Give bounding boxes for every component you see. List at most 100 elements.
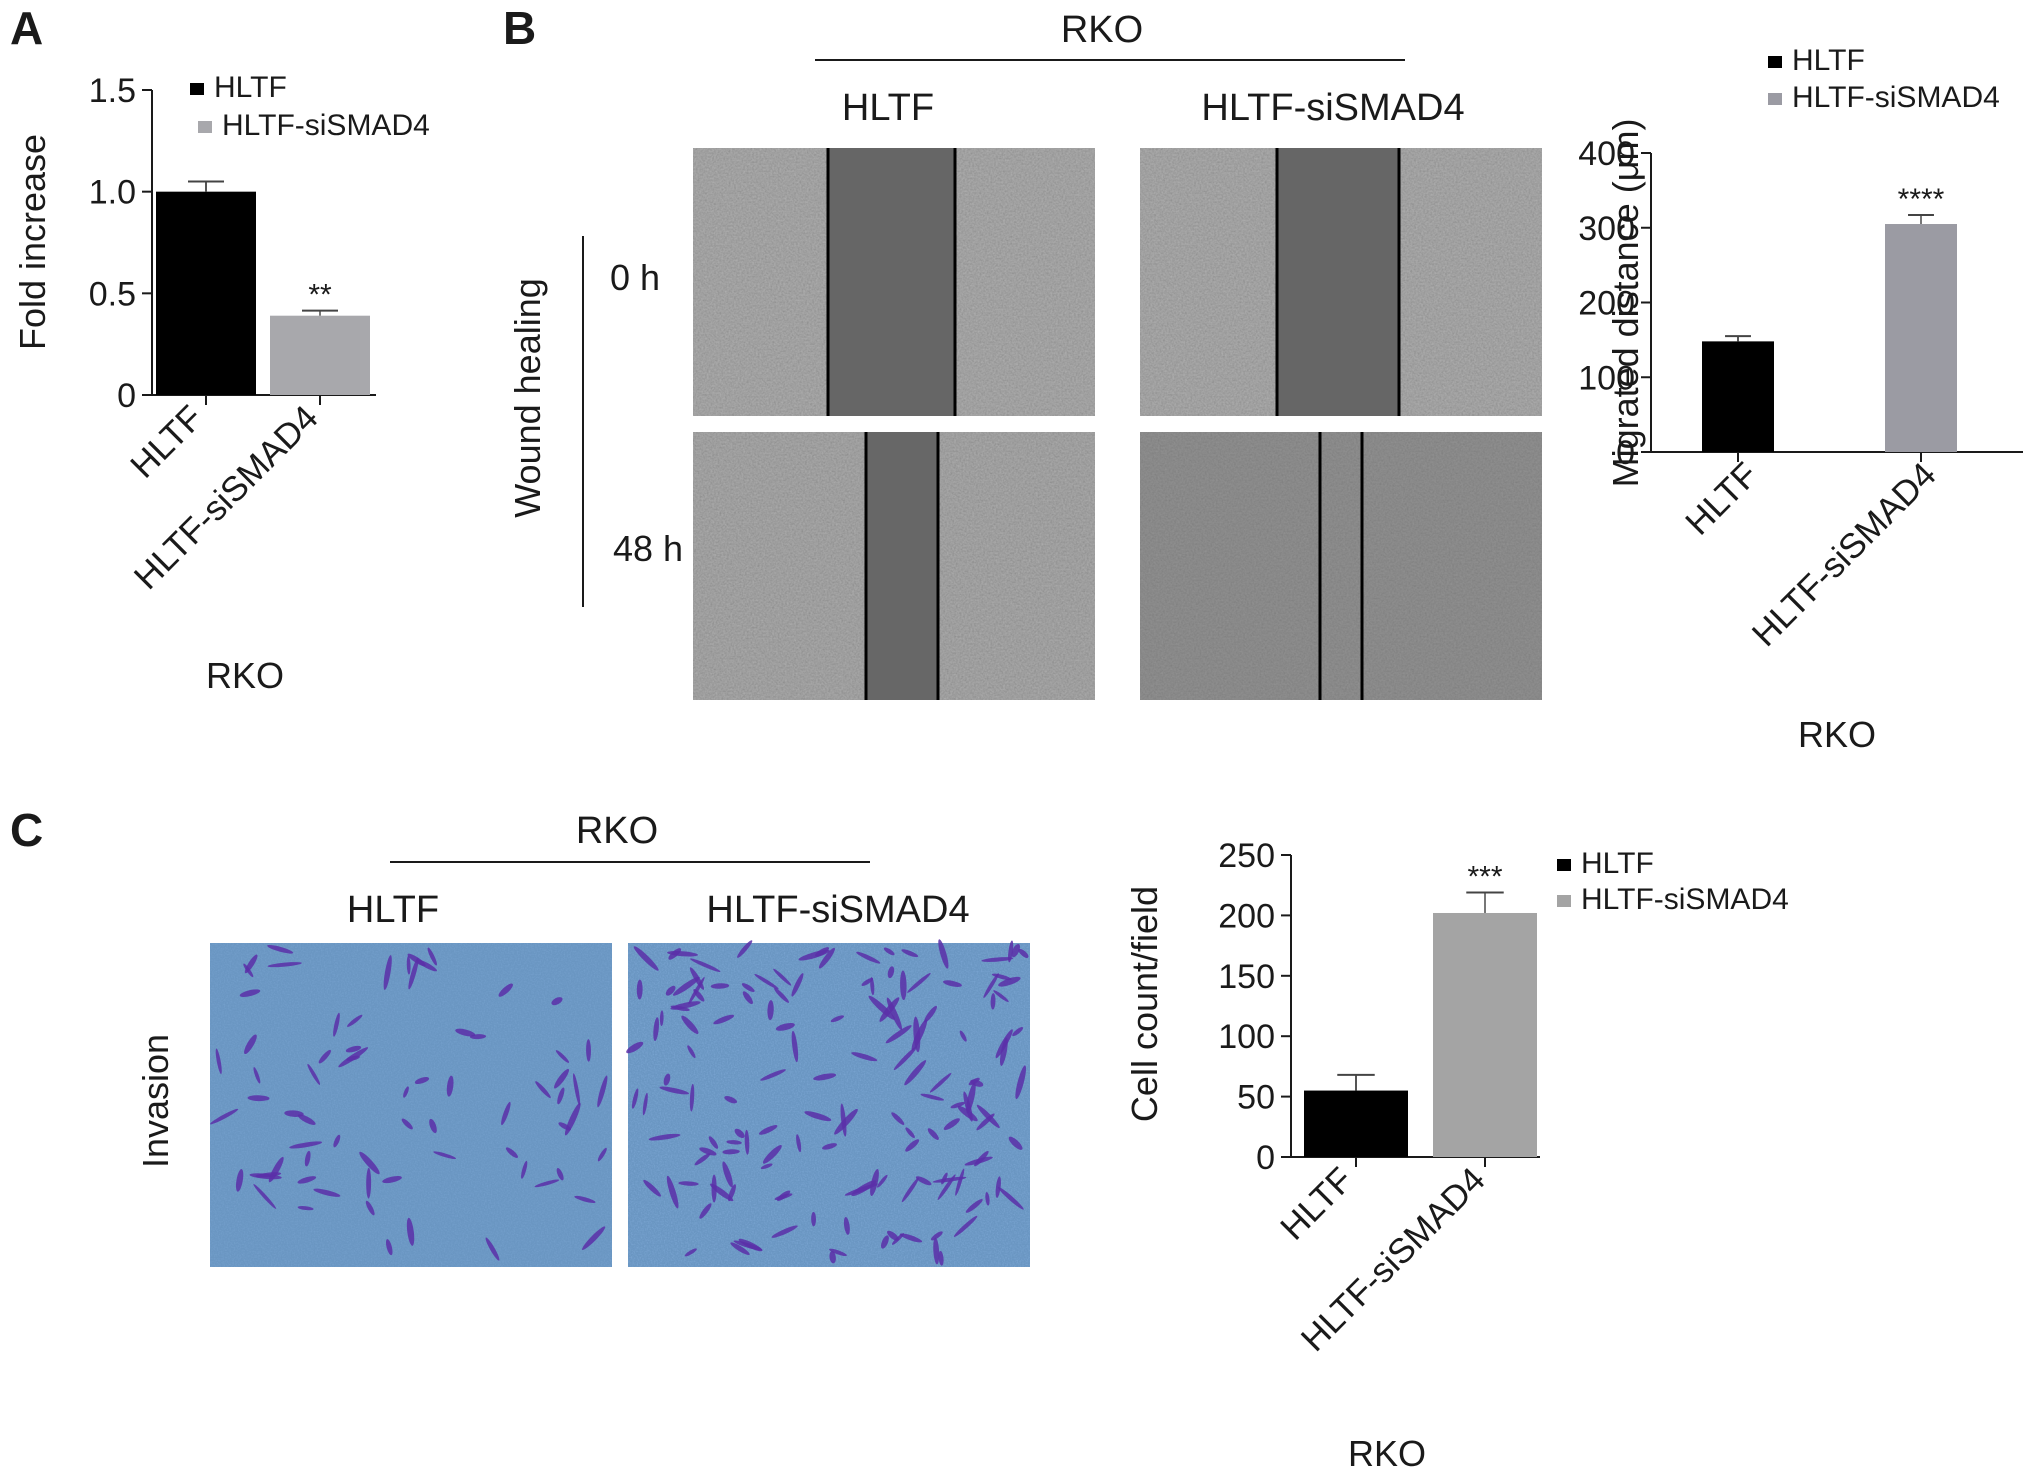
invasion-cell [815, 947, 830, 957]
invasion-cell [699, 1203, 712, 1219]
invasion-cell [574, 1195, 596, 1203]
invasion-cell [938, 939, 949, 969]
invasion-cell [829, 1251, 836, 1264]
invasion-cell [414, 1076, 430, 1085]
invasion-cell [901, 1177, 919, 1203]
chart-c-ylabel: Cell count/field [1124, 886, 1165, 1122]
invasion-cell [774, 987, 789, 1003]
invasion-cell [710, 983, 730, 989]
invasion-cell [1015, 1065, 1027, 1100]
chart-c-bar-0 [1304, 1090, 1408, 1157]
invasion-cell [870, 1168, 879, 1196]
invasion-cell [534, 1179, 560, 1188]
invasion-cell [885, 1025, 912, 1044]
invasion-cell [535, 1081, 551, 1099]
invasion-cell [760, 1069, 786, 1081]
invasion-cell [699, 1147, 717, 1156]
invasion-cell [955, 1168, 965, 1196]
invasion-cell [791, 973, 804, 997]
invasion-cell [243, 963, 254, 978]
invasion-cell [734, 1128, 745, 1139]
invasion-cell [985, 1192, 990, 1206]
invasion-cell [304, 1150, 311, 1167]
invasion-cell [959, 1030, 967, 1042]
invasion-cell [653, 1017, 659, 1042]
chart-b-legend-label-0: HLTF [1792, 44, 1865, 77]
invasion-cell [347, 1014, 363, 1027]
invasion-cell [215, 1048, 222, 1075]
invasion-cell [556, 1168, 564, 1181]
invasion-cell [957, 1106, 978, 1122]
invasion-cell [933, 1237, 940, 1265]
invasion-cell [887, 1230, 899, 1241]
invasion-cell [877, 1174, 888, 1188]
chart-a-ylabel: Fold increase [12, 134, 53, 350]
invasion-cell [558, 1122, 571, 1131]
chart-c-legend-swatch-1 [1557, 895, 1571, 907]
invasion-cell [830, 1015, 845, 1023]
chart-a-ytick-label: 1.0 [89, 174, 136, 212]
invasion-cell [636, 979, 643, 1000]
invasion-cell [775, 1022, 795, 1031]
invasion-cell [950, 1101, 965, 1109]
invasion-cell [901, 949, 919, 958]
chart-c-legend-label-1: HLTF-siSMAD4 [1581, 883, 1789, 916]
invasion-cell [289, 1141, 323, 1149]
chart-a-ytick-label: 1.5 [89, 72, 136, 110]
invasion-cell [915, 1176, 932, 1186]
invasion-cell [366, 1167, 372, 1199]
invasion-cell [668, 948, 682, 960]
panel-b-group-label: RKO [1061, 9, 1143, 51]
chart-c-category-label-0: HLTF [1273, 1160, 1361, 1248]
invasion-cell [498, 983, 513, 997]
invasion-cell [843, 1217, 850, 1235]
invasion-cell [666, 1175, 679, 1209]
panel-b-row-label-48h: 48 h [613, 528, 683, 569]
invasion-cell [811, 1211, 817, 1227]
invasion-cell [965, 1199, 983, 1213]
invasion-cell [929, 1073, 952, 1093]
invasion-cell [726, 1140, 742, 1145]
invasion-cell [711, 1174, 717, 1203]
invasion-cell [760, 1163, 773, 1170]
invasion-cell [597, 1075, 608, 1108]
chart-c-ytick-label: 150 [1218, 958, 1275, 996]
chart-a-ytick-label: 0 [117, 377, 136, 415]
invasion-cell [713, 1014, 735, 1025]
invasion-cell [670, 1001, 701, 1010]
invasion-cell [688, 977, 705, 1005]
chart-c-ytick-label: 250 [1218, 837, 1275, 875]
chart-b-legend-swatch-1 [1768, 93, 1782, 105]
chart-b-category-label-0: HLTF [1678, 455, 1766, 543]
invasion-cell [943, 980, 962, 987]
invasion-cell [416, 959, 437, 972]
invasion-cell [557, 1087, 565, 1105]
chart-b-xlabel: RKO [1798, 714, 1876, 755]
invasion-cell [998, 976, 1021, 987]
invasion-cell [999, 1037, 1008, 1066]
invasion-cell [573, 1073, 581, 1106]
chart-b-ytick-label: 400 [1578, 135, 1635, 173]
invasion-cell [829, 1248, 847, 1257]
invasion-cell [907, 972, 931, 993]
invasion-cell [883, 947, 895, 956]
invasion-cell [870, 977, 875, 996]
chart-a-bar-1 [270, 315, 370, 395]
invasion-cell [297, 1114, 316, 1125]
invasion-cell [733, 1240, 763, 1251]
chart-b-bar-1 [1885, 224, 1957, 452]
invasion-cell [796, 1134, 802, 1153]
invasion-cell [981, 957, 1014, 962]
invasion-cell [318, 1049, 331, 1064]
invasion-cell [762, 1144, 782, 1164]
invasion-cell [505, 1147, 519, 1158]
invasion-cell [813, 1073, 837, 1081]
invasion-cell [851, 1180, 877, 1197]
chart-c: 0 50 100 150 200 250 Cell count/field HLTF *** HL… [1124, 837, 1789, 1474]
invasion-cell [446, 1075, 454, 1097]
invasion-cell [672, 976, 700, 996]
invasion-cell [938, 1250, 944, 1266]
panel-c-col-label-1: HLTF [347, 889, 439, 931]
invasion-cell [1012, 1027, 1024, 1037]
